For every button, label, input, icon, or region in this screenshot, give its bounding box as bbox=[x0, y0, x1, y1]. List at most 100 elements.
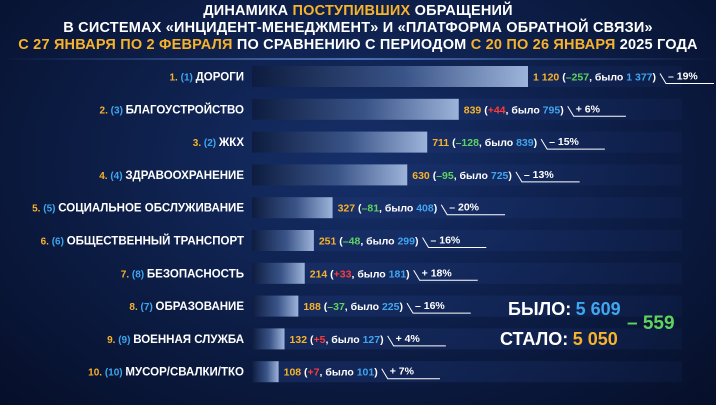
title-line-1-highlight: ПОСТУПИВШИХ bbox=[292, 3, 411, 19]
summary-difference: – 559 bbox=[627, 313, 675, 334]
paren-open: ( bbox=[562, 72, 566, 84]
change-label: +44 bbox=[488, 104, 506, 116]
previous-value-label: 408 bbox=[416, 203, 434, 215]
paren-close: ) bbox=[399, 301, 403, 313]
percent-underline bbox=[406, 302, 471, 314]
was-word: , было bbox=[379, 203, 416, 215]
chart-title: ДИНАМИКА ПОСТУПИВШИХ ОБРАЩЕНИЙ В СИСТЕМА… bbox=[0, 3, 716, 54]
category-name: ЖКХ bbox=[218, 137, 244, 149]
paren-close: ) bbox=[415, 236, 419, 248]
previous-value-label: 127 bbox=[363, 334, 381, 346]
category-label: 7. (8) БЕЗОПАСНОСТЬ bbox=[121, 268, 244, 280]
value-label: 711 bbox=[432, 137, 452, 149]
rank-label: 8. bbox=[129, 302, 140, 313]
was-word: , было bbox=[320, 367, 357, 379]
paren-close: ) bbox=[434, 203, 438, 215]
paren-open: ( bbox=[304, 367, 308, 379]
bar bbox=[252, 66, 528, 87]
value-label: 630 bbox=[412, 170, 432, 182]
percent-label: – 16% bbox=[415, 300, 445, 312]
percent-underline bbox=[381, 368, 440, 380]
was-word: , было bbox=[454, 170, 491, 182]
previous-rank-label: (7) bbox=[141, 302, 156, 313]
change-label: +5 bbox=[313, 334, 325, 346]
paren-open: ( bbox=[433, 170, 437, 182]
row-band bbox=[252, 230, 682, 251]
data-label: 711 (–128, было 839) bbox=[432, 137, 537, 149]
previous-rank-label: (6) bbox=[52, 237, 67, 248]
percent-underline bbox=[540, 138, 605, 150]
bar bbox=[252, 164, 408, 186]
paren-open: ( bbox=[310, 334, 314, 346]
previous-value-label: 181 bbox=[389, 268, 407, 280]
row-band bbox=[252, 295, 682, 317]
title-year: 2025 ГОДА bbox=[615, 37, 698, 53]
category-name: ЗДРАВООХРАНЕНИЕ bbox=[125, 170, 244, 182]
category-label: 3. (2) ЖКХ bbox=[193, 137, 245, 149]
rank-label: 9. bbox=[107, 335, 118, 346]
paren-open: ( bbox=[452, 137, 456, 149]
paren-close: ) bbox=[380, 334, 384, 346]
paren-open: ( bbox=[484, 104, 488, 116]
data-label: 251 (–48, было 299) bbox=[319, 236, 419, 248]
category-name: ОБРАЗОВАНИЕ bbox=[156, 301, 245, 313]
value-label: 251 bbox=[319, 236, 339, 248]
rank-label: 7. bbox=[121, 269, 132, 280]
change-label: –128 bbox=[456, 137, 480, 149]
category-name: БЛАГОУСТРОЙСТВО bbox=[126, 103, 244, 116]
previous-rank-label: (3) bbox=[111, 105, 126, 116]
previous-value-label: 1 377 bbox=[626, 72, 652, 84]
category-label: 6. (6) ОБЩЕСТВЕННЫЙ ТРАНСПОРТ bbox=[41, 235, 244, 248]
category-label: 8. (7) ОБРАЗОВАНИЕ bbox=[129, 301, 244, 313]
category-name: ОБЩЕСТВЕННЫЙ ТРАНСПОРТ bbox=[67, 235, 244, 248]
previous-rank-label: (2) bbox=[204, 138, 219, 149]
data-label: 630 (–95, было 725) bbox=[412, 170, 512, 182]
category-label: 4. (4) ЗДРАВООХРАНЕНИЕ bbox=[99, 170, 244, 182]
bar bbox=[252, 262, 305, 284]
percent-label: + 7% bbox=[390, 366, 415, 378]
rank-label: 2. bbox=[100, 105, 111, 116]
percent-underline bbox=[515, 171, 580, 183]
change-label: –48 bbox=[343, 236, 361, 248]
title-line-2: В СИСТЕМАХ «ИНЦИДЕНТ-МЕНЕДЖМЕНТ» И «ПЛАТ… bbox=[63, 20, 653, 36]
previous-value-label: 795 bbox=[543, 104, 561, 116]
change-label: –257 bbox=[566, 72, 590, 84]
was-word: , было bbox=[345, 301, 382, 313]
data-label: 1 120 (–257, было 1 377) bbox=[533, 72, 656, 84]
was-word: , было bbox=[589, 72, 626, 84]
bar bbox=[252, 98, 459, 120]
change-label: +7 bbox=[308, 367, 320, 379]
paren-close: ) bbox=[560, 104, 564, 116]
row-band bbox=[252, 262, 682, 284]
previous-rank-label: (5) bbox=[43, 204, 58, 215]
title-period-previous: С 20 ПО 26 ЯНВАРЯ bbox=[470, 37, 616, 53]
category-name: ДОРОГИ bbox=[196, 72, 244, 84]
paren-close: ) bbox=[374, 367, 378, 379]
previous-rank-label: (9) bbox=[118, 335, 133, 346]
category-name: СОЦИАЛЬНОЕ ОБСЛУЖИВАНИЕ bbox=[58, 203, 244, 215]
value-label: 214 bbox=[310, 268, 330, 280]
category-label: 5. (5) СОЦИАЛЬНОЕ ОБСЛУЖИВАНИЕ bbox=[32, 203, 244, 215]
paren-close: ) bbox=[406, 268, 410, 280]
title-line-1: ДИНАМИКА ПОСТУПИВШИХ ОБРАЩЕНИЙ bbox=[0, 3, 716, 20]
percent-label: – 19% bbox=[668, 71, 698, 83]
percent-label: + 18% bbox=[422, 267, 453, 279]
previous-rank-label: (1) bbox=[181, 73, 196, 84]
category-label: 1. (1) ДОРОГИ bbox=[169, 72, 244, 84]
rank-label: 4. bbox=[99, 171, 110, 182]
previous-rank-label: (8) bbox=[132, 269, 147, 280]
title-line-3: С 27 ЯНВАРЯ ПО 2 ФЕВРАЛЯ ПО СРАВНЕНИЮ С … bbox=[0, 37, 716, 54]
previous-rank-label: (10) bbox=[105, 368, 126, 379]
data-label: 839 (+44, было 795) bbox=[464, 104, 564, 116]
previous-value-label: 839 bbox=[516, 137, 534, 149]
previous-value-label: 725 bbox=[491, 170, 509, 182]
was-word: , было bbox=[479, 137, 516, 149]
title-period-current: С 27 ЯНВАРЯ ПО 2 ФЕВРАЛЯ bbox=[18, 37, 233, 53]
change-label: –37 bbox=[327, 301, 345, 313]
data-label: 132 (+5, было 127) bbox=[290, 334, 384, 346]
change-label: –95 bbox=[436, 170, 454, 182]
bar bbox=[252, 295, 299, 317]
data-label: 214 (+33, было 181) bbox=[310, 268, 410, 280]
row-band bbox=[252, 328, 682, 350]
